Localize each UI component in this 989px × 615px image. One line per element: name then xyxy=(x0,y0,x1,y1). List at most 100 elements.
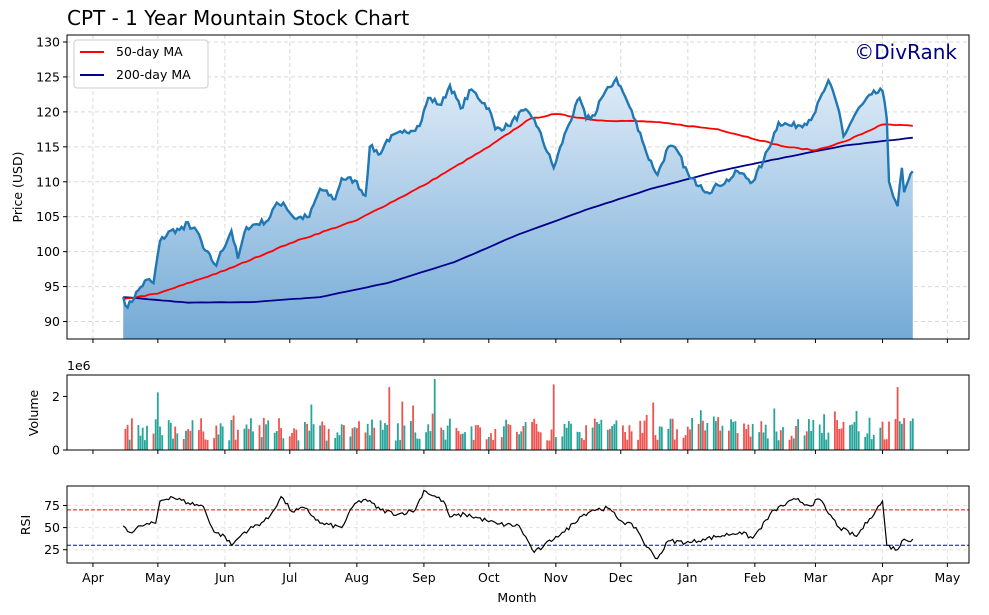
volume-bar xyxy=(658,426,661,450)
volume-bar xyxy=(645,415,648,450)
volume-bar xyxy=(840,428,843,450)
volume-bar xyxy=(128,439,131,450)
volume-bar xyxy=(156,392,159,450)
x-axis-label: Month xyxy=(497,590,536,605)
volume-bar xyxy=(213,438,215,450)
volume-bar xyxy=(898,421,901,450)
volume-bar xyxy=(909,421,912,450)
volume-bar xyxy=(267,420,270,450)
volume-bar xyxy=(736,433,739,450)
volume-bar xyxy=(686,426,689,450)
volume-bar xyxy=(866,433,869,450)
volume-bar xyxy=(808,419,810,450)
volume-bar xyxy=(325,440,328,450)
volume-bar xyxy=(779,430,782,450)
volume-bar xyxy=(518,434,520,450)
volume-bar xyxy=(728,430,730,450)
volume-bar xyxy=(250,418,252,450)
volume-bar xyxy=(552,384,555,450)
rsi-gridlines xyxy=(67,486,969,563)
volume-bar xyxy=(509,424,512,450)
volume-bar xyxy=(855,410,858,450)
volume-bar xyxy=(652,402,655,450)
month-tick-label: Jan xyxy=(677,570,697,585)
volume-bar xyxy=(492,439,494,450)
volume-bar xyxy=(749,436,752,450)
volume-bar xyxy=(879,427,882,450)
volume-bar xyxy=(351,428,354,450)
volume-bar xyxy=(131,418,133,450)
volume-bar xyxy=(433,379,436,450)
volume-bar xyxy=(449,418,451,450)
volume-bar xyxy=(550,429,553,450)
volume-bar xyxy=(611,426,613,450)
volume-bar xyxy=(637,439,639,450)
volume-bar xyxy=(792,438,795,450)
volume-bar xyxy=(667,428,670,450)
volume-bar xyxy=(857,431,860,450)
volume-bar xyxy=(373,427,376,450)
volume-bar xyxy=(596,422,598,450)
volume-bar xyxy=(825,439,828,450)
volume-bar xyxy=(234,439,237,450)
volume-bar xyxy=(388,387,391,450)
month-tick-label: Aug xyxy=(345,570,369,585)
volume-bar xyxy=(161,435,164,450)
month-tick-label: Nov xyxy=(544,570,569,585)
volume-bar xyxy=(717,417,719,450)
volume-bar xyxy=(747,424,750,450)
volume-bar xyxy=(702,420,704,450)
volume-bar xyxy=(613,424,616,450)
volume-y-axis-label: Volume xyxy=(26,389,41,436)
volume-bar xyxy=(615,420,618,450)
volume-bar xyxy=(883,439,886,450)
volume-bar xyxy=(520,431,523,450)
volume-bar xyxy=(278,418,280,450)
volume-bar xyxy=(282,438,285,450)
month-tick-label: Oct xyxy=(478,570,500,585)
volume-bar xyxy=(639,420,642,450)
volume-bar xyxy=(583,439,585,450)
volume-bar xyxy=(842,421,845,450)
volume-bar xyxy=(479,427,481,450)
month-tick-label: Dec xyxy=(609,570,633,585)
volume-bar xyxy=(624,432,626,450)
volume-bar xyxy=(730,419,732,450)
volume-bar xyxy=(169,422,172,450)
volume-bar xyxy=(394,440,397,450)
volume-bar xyxy=(901,423,903,450)
volume-bar xyxy=(338,435,341,450)
volume-panel: 02 1e6 Volume xyxy=(26,358,970,458)
volume-bar xyxy=(446,425,449,450)
chart-title: CPT - 1 Year Mountain Stock Chart xyxy=(67,6,410,30)
volume-bar xyxy=(371,419,373,450)
price-area-fill xyxy=(123,78,913,340)
volume-bar xyxy=(870,439,873,450)
price-y-tick-label: 95 xyxy=(44,279,60,294)
volume-bar xyxy=(676,429,678,450)
volume-bar xyxy=(565,427,568,450)
volume-bar xyxy=(732,421,735,450)
volume-bar xyxy=(712,416,715,450)
volume-bar xyxy=(485,439,488,450)
legend-ma200-label: 200-day MA xyxy=(116,67,191,82)
volume-bar xyxy=(643,420,646,450)
volume-bar xyxy=(561,436,564,450)
volume-bar xyxy=(751,424,754,450)
volume-bar xyxy=(797,419,799,450)
volume-bar xyxy=(470,426,473,450)
volume-y-tick-label: 0 xyxy=(52,443,60,458)
volume-bar xyxy=(758,432,761,450)
volume-bar xyxy=(217,434,220,450)
volume-bar xyxy=(630,431,633,450)
volume-bar xyxy=(719,430,722,450)
volume-bar xyxy=(673,439,676,450)
volume-bar xyxy=(505,419,507,450)
volume-bar xyxy=(853,422,856,450)
volume-bar xyxy=(321,421,324,450)
volume-bar xyxy=(827,432,830,450)
month-tick-label: Apr xyxy=(82,570,104,585)
volume-bar xyxy=(358,421,360,450)
volume-bar xyxy=(734,421,737,450)
volume-bar xyxy=(507,424,510,450)
